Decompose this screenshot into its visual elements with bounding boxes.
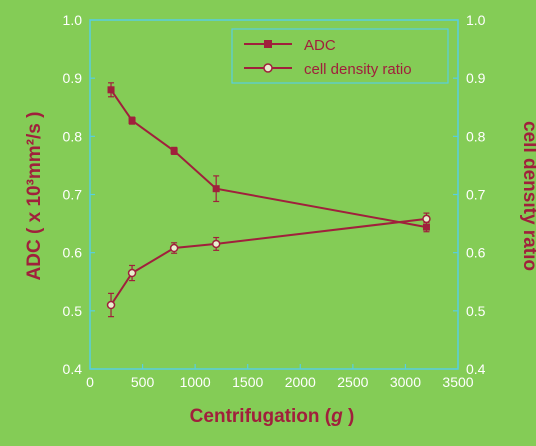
point-cell-density xyxy=(422,214,431,224)
legend-marker-cell-density xyxy=(263,63,273,73)
series-layer xyxy=(106,82,431,318)
y-right-tick-label: 0.9 xyxy=(466,70,486,86)
point-cell-density xyxy=(211,239,221,249)
x-axis-label-suffix: ) xyxy=(343,406,355,427)
point-adc xyxy=(422,223,430,231)
y-right-tick-label: 0.7 xyxy=(466,187,486,203)
point-adc xyxy=(128,117,136,125)
x-tick-label: 0 xyxy=(86,374,94,390)
y-axis-right-label: cell density ratio xyxy=(519,121,536,271)
legend-label-adc: ADC xyxy=(304,37,336,54)
y-right-tick-label: 0.8 xyxy=(466,128,486,144)
legend-marker-adc xyxy=(264,40,272,48)
x-tick-label: 3500 xyxy=(442,374,473,390)
legend: ADC cell density ratio xyxy=(231,28,449,84)
y-right-tick-label: 0.4 xyxy=(466,361,486,377)
y-left-tick-label: 0.5 xyxy=(63,303,83,319)
x-axis-label: Centrifugation (g ) xyxy=(190,406,355,427)
y-left-tick-label: 0.6 xyxy=(63,245,83,261)
legend-label-cell-density: cell density ratio xyxy=(304,61,412,78)
x-tick-label: 1000 xyxy=(180,374,211,390)
point-cell-density xyxy=(169,243,179,253)
y-left-tick-label: 0.9 xyxy=(63,70,83,86)
series-line-adc xyxy=(110,89,427,229)
point-adc xyxy=(212,185,220,193)
y-right-tick-label: 0.5 xyxy=(466,303,486,319)
series-line-cell-density xyxy=(110,217,427,306)
legend-box xyxy=(231,28,449,84)
axis-ticks: 0 500 1000 1500 2000 2500 3000 35000.40.50.60.7… xyxy=(63,12,486,390)
x-axis-label-unit: g xyxy=(330,406,343,427)
y-left-tick-label: 0.7 xyxy=(63,187,83,203)
x-tick-label: 2500 xyxy=(337,374,368,390)
y-left-tick-label: 0.4 xyxy=(63,361,83,377)
y-left-tick-label: 0.8 xyxy=(63,128,83,144)
x-tick-label: 2000 xyxy=(285,374,316,390)
point-adc xyxy=(170,147,178,155)
point-cell-density xyxy=(106,300,116,310)
y-axis-left-label: ADC ( x 10³mm²/s ) xyxy=(24,112,45,281)
x-tick-label: 1500 xyxy=(232,374,263,390)
y-right-tick-label: 1.0 xyxy=(466,12,486,28)
x-tick-label: 500 xyxy=(131,374,155,390)
x-tick-label: 3000 xyxy=(390,374,421,390)
point-cell-density xyxy=(127,268,137,278)
y-left-tick-label: 1.0 xyxy=(63,12,83,28)
y-right-tick-label: 0.6 xyxy=(466,245,486,261)
x-axis-label-prefix: Centrifugation ( xyxy=(190,406,332,427)
point-adc xyxy=(107,86,115,94)
